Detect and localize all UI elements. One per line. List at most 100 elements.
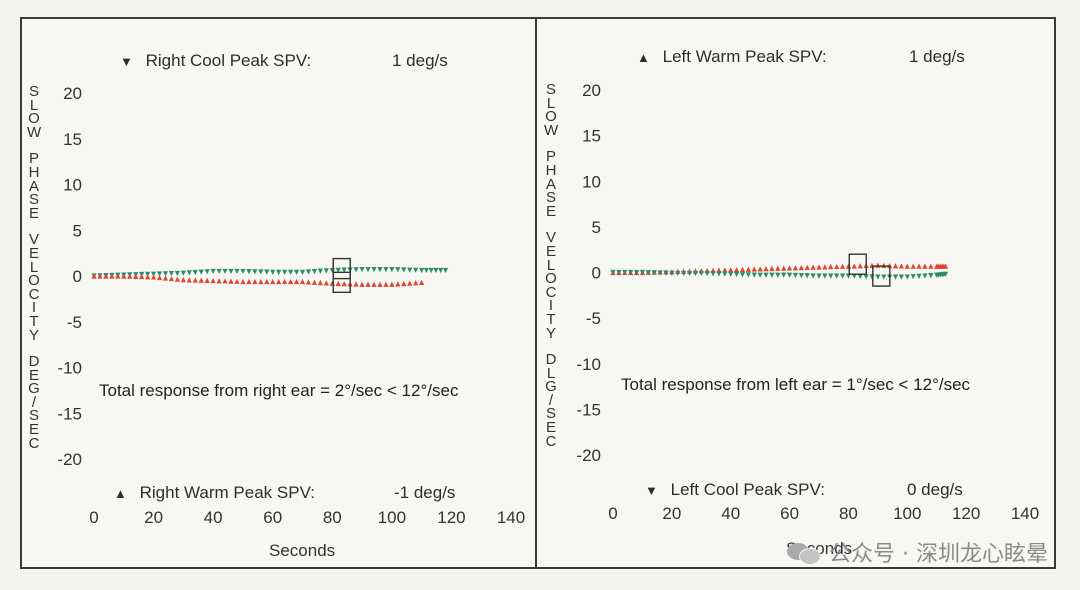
y-tick-label: 20: [63, 84, 82, 103]
y-axis-letter: S: [545, 189, 556, 207]
data-point-b: [139, 273, 145, 280]
data-point-b: [633, 269, 640, 276]
y-axis-letter: O: [28, 110, 40, 128]
data-point-b: [839, 273, 846, 279]
wechat-icon: [787, 539, 822, 565]
y-tick-label: -10: [57, 359, 82, 378]
y-tick-label: 20: [582, 81, 601, 100]
y-axis-letter: C: [28, 285, 40, 303]
data-point-b: [904, 274, 910, 280]
y-axis-letter: S: [28, 407, 39, 425]
y-axis-letter: O: [545, 108, 557, 126]
y-axis-letter: O: [545, 270, 557, 288]
y-axis-letter: S: [545, 405, 556, 423]
data-point-a: [419, 267, 425, 274]
data-point-a: [839, 263, 846, 269]
y-axis-letter: E: [28, 204, 39, 222]
data-point-b: [109, 273, 115, 279]
data-point-a: [317, 268, 323, 274]
y-axis-letter: I: [548, 297, 554, 315]
x-tick-label: 100: [893, 504, 921, 523]
y-tick-label: 5: [73, 221, 82, 240]
bottom-legend-label: Right Warm Peak SPV:: [139, 483, 316, 502]
y-axis-letter: D: [545, 351, 557, 369]
data-point-a: [359, 266, 365, 273]
data-point-b: [710, 271, 716, 277]
peak-marker-box: [332, 271, 351, 294]
y-axis-letter: G: [28, 380, 40, 398]
y-axis-letter: /: [548, 391, 554, 409]
y-axis-letter: H: [28, 163, 40, 181]
data-point-b: [276, 278, 282, 285]
data-point-b: [622, 269, 628, 276]
data-point-b: [698, 270, 704, 277]
y-tick-label: 15: [63, 130, 82, 149]
data-point-a: [246, 269, 252, 275]
data-point-a: [739, 266, 746, 272]
data-point-b: [916, 273, 922, 279]
x-tick-label: 60: [780, 504, 799, 523]
data-point-b: [728, 271, 734, 277]
data-point-a: [781, 265, 787, 271]
y-axis-letter: H: [545, 161, 557, 179]
y-axis-label: S L O W P H A S E V E L O C I T Y D L G / S E C: [544, 82, 558, 448]
y-axis-letter: Y: [28, 326, 39, 344]
y-tick-label: -20: [57, 450, 82, 469]
data-point-b: [234, 278, 240, 284]
y-axis-letter: E: [28, 244, 39, 262]
data-point-a: [804, 264, 810, 270]
x-tick-label: 40: [721, 504, 740, 523]
data-point-b: [97, 273, 103, 279]
data-point-a: [413, 267, 419, 273]
data-point-b: [264, 278, 270, 285]
data-point-a: [875, 262, 881, 268]
data-point-b: [133, 273, 139, 279]
data-point-b: [323, 280, 329, 286]
data-point-b: [293, 278, 300, 285]
data-point-a: [728, 267, 734, 273]
y-tick-label: 5: [592, 218, 601, 237]
y-axis-letter: O: [28, 272, 40, 290]
data-point-a: [282, 269, 288, 275]
data-point-b: [192, 277, 198, 283]
top-legend-label: Right Cool Peak SPV:: [145, 51, 312, 70]
data-point-b: [198, 277, 204, 283]
data-point-a: [892, 263, 899, 269]
y-axis-letter: E: [28, 421, 39, 439]
top-legend-value: 1 deg/s: [909, 47, 965, 66]
data-point-b: [669, 270, 675, 277]
data-point-b: [180, 277, 186, 283]
data-point-a: [834, 263, 840, 270]
y-axis-letter: L: [546, 364, 556, 382]
data-point-a: [775, 265, 781, 271]
data-point-b: [786, 272, 793, 278]
data-point-a: [433, 267, 439, 274]
data-point-b: [681, 270, 687, 277]
data-point-b: [353, 281, 359, 287]
x-tick-label: 0: [89, 508, 98, 527]
watermark-text: 公众号 · 深圳龙心眩晕: [829, 542, 1048, 567]
y-axis-letter: D: [28, 353, 40, 371]
data-point-b: [121, 273, 127, 279]
data-point-b: [156, 274, 163, 281]
y-tick-label: 10: [582, 172, 601, 191]
data-point-b: [739, 272, 746, 278]
top-legend-label: Left Warm Peak SPV:: [662, 47, 827, 66]
data-point-b: [722, 271, 728, 277]
x-tick-label: 120: [952, 504, 980, 523]
data-point-b: [222, 278, 228, 284]
y-tick-label: -15: [576, 400, 601, 419]
data-point-a: [922, 263, 928, 269]
y-tick-label: -20: [576, 446, 601, 465]
y-tick-label: 15: [582, 127, 601, 146]
data-point-b: [816, 273, 822, 279]
data-point-b: [898, 274, 904, 280]
data-point-b: [252, 278, 258, 285]
data-point-a: [928, 263, 934, 269]
y-tick-label: -5: [586, 309, 601, 328]
data-point-b: [127, 273, 133, 279]
y-axis-letter: P: [28, 150, 39, 168]
data-point-b: [781, 272, 787, 278]
data-point-a: [240, 268, 246, 275]
